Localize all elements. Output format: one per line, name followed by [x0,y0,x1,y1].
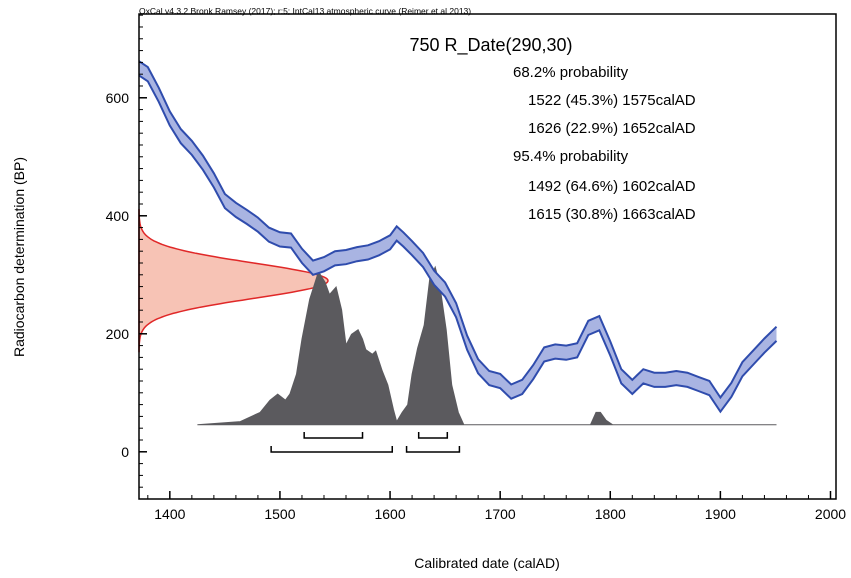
curve-lower [138,74,778,414]
probability-distribution [197,265,777,426]
x-tick-label: 1800 [595,506,626,522]
y-tick-label: 200 [106,326,130,342]
x-tick-label: 1600 [374,506,405,522]
y-tick-label: 600 [106,90,130,106]
measurement-distribution [138,209,329,353]
x-tick-label: 1400 [154,506,185,522]
curve-upper [138,60,778,400]
x-tick-label: 1900 [705,506,736,522]
range-heading: 95.4% probability [513,148,629,165]
range-bracket [303,432,364,439]
curve-band [139,61,777,412]
y-tick-label: 0 [121,444,129,460]
y-axis-label: Radiocarbon determination (BP) [11,157,27,357]
range-text: 1615 (30.8%) 1663calAD [528,206,696,223]
header: OxCal v4.3.2 Bronk Ramsey (2017); r:5; I… [139,6,471,16]
range-heading: 68.2% probability [513,64,629,81]
range-bracket [417,432,449,439]
range-bracket [270,446,394,453]
y-tick-label: 400 [106,208,130,224]
plot-frame [138,13,837,500]
range-text: 1626 (22.9%) 1652calAD [528,120,696,137]
x-tick-label: 1500 [264,506,295,522]
x-axis-label: Calibrated date (calAD) [414,555,560,571]
range-text: 1522 (45.3%) 1575calAD [528,92,696,109]
range-text: 1492 (64.6%) 1602calAD [528,178,696,195]
x-tick-label: 1700 [485,506,516,522]
range-bracket [405,446,461,453]
x-tick-label: 2000 [815,506,846,522]
chart-title: 750 R_Date(290,30) [409,35,572,56]
